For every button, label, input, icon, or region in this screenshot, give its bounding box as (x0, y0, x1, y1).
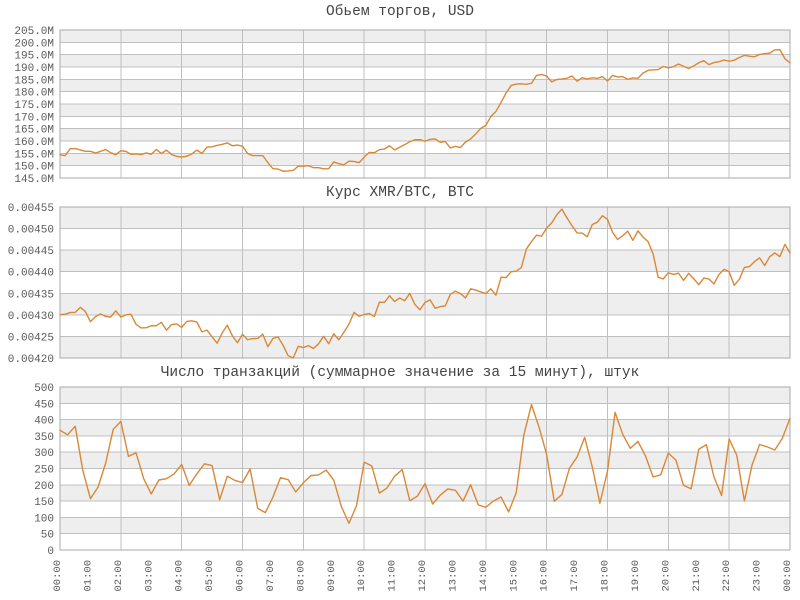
svg-text:17:00: 17:00 (569, 560, 581, 592)
svg-text:21:00: 21:00 (691, 560, 703, 592)
svg-text:03:00: 03:00 (143, 560, 155, 592)
svg-text:50: 50 (41, 530, 54, 542)
svg-text:06:00: 06:00 (235, 560, 247, 592)
svg-text:100: 100 (34, 513, 54, 525)
svg-text:19:00: 19:00 (630, 560, 642, 592)
svg-text:01:00: 01:00 (82, 560, 94, 592)
svg-text:11:00: 11:00 (387, 560, 399, 592)
svg-text:150: 150 (34, 497, 54, 509)
svg-text:15:00: 15:00 (508, 560, 520, 592)
svg-text:23:00: 23:00 (752, 560, 764, 592)
svg-text:16:00: 16:00 (539, 560, 551, 592)
svg-text:400: 400 (34, 416, 54, 428)
svg-text:00:00: 00:00 (52, 560, 64, 592)
svg-text:300: 300 (34, 448, 54, 460)
svg-text:500: 500 (34, 383, 54, 395)
svg-text:12:00: 12:00 (417, 560, 429, 592)
svg-text:250: 250 (34, 465, 54, 477)
svg-text:20:00: 20:00 (660, 560, 672, 592)
svg-text:22:00: 22:00 (721, 560, 733, 592)
svg-text:200: 200 (34, 481, 54, 493)
svg-text:00:00: 00:00 (782, 560, 794, 592)
svg-text:05:00: 05:00 (204, 560, 216, 592)
svg-text:18:00: 18:00 (600, 560, 612, 592)
svg-text:10:00: 10:00 (356, 560, 368, 592)
svg-text:450: 450 (34, 399, 54, 411)
svg-text:04:00: 04:00 (174, 560, 186, 592)
svg-text:08:00: 08:00 (295, 560, 307, 592)
svg-text:07:00: 07:00 (265, 560, 277, 592)
svg-text:14:00: 14:00 (478, 560, 490, 592)
svg-text:13:00: 13:00 (447, 560, 459, 592)
svg-text:02:00: 02:00 (113, 560, 125, 592)
svg-text:09:00: 09:00 (326, 560, 338, 592)
svg-text:0: 0 (47, 546, 54, 558)
svg-text:350: 350 (34, 432, 54, 444)
